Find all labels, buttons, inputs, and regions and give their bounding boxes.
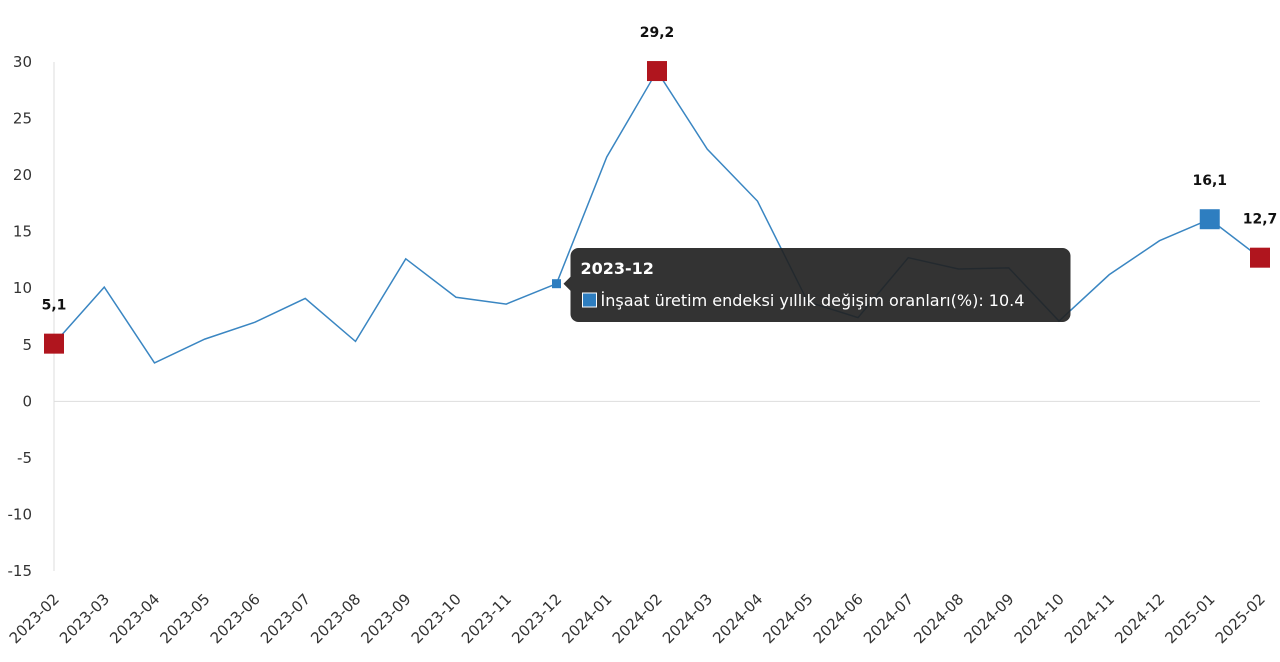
y-tick-label: 0	[22, 392, 32, 410]
x-tick-label: 2024-03	[659, 590, 716, 647]
x-tick-label: 2024-10	[1011, 590, 1068, 647]
y-tick-label: 20	[13, 166, 32, 184]
marker	[552, 279, 561, 289]
y-tick-label: -10	[8, 505, 33, 523]
x-tick-label: 2025-01	[1162, 590, 1219, 647]
tooltip: 2023-12 İnşaat üretim endeksi yıllık deği…	[563, 248, 1071, 322]
x-tick-label: 2025-02	[1212, 590, 1269, 647]
tooltip-label: İnşaat üretim endeksi yıllık değişim ora…	[601, 291, 1025, 310]
marker	[647, 61, 667, 82]
x-tick-label: 2024-11	[1061, 590, 1118, 647]
x-tick-label: 2024-02	[609, 590, 666, 647]
x-tick-label: 2023-07	[257, 590, 314, 647]
x-tick-label: 2023-10	[408, 590, 465, 647]
y-tick-label: 30	[13, 53, 32, 71]
y-tick-label: 15	[13, 223, 32, 241]
y-tick-label: 10	[13, 279, 32, 297]
x-tick-label: 2024-07	[860, 590, 917, 647]
tooltip-arrow	[563, 276, 571, 291]
marker	[44, 333, 64, 354]
x-tick-label: 2023-06	[207, 590, 264, 647]
x-tick-label: 2023-09	[358, 590, 415, 647]
tooltip-box	[570, 248, 1071, 322]
data-label: 12,7	[1243, 212, 1278, 228]
x-tick-label: 2023-05	[157, 590, 214, 647]
tooltip-title: 2023-12	[581, 259, 654, 278]
x-tick-label: 2023-08	[307, 590, 364, 647]
x-tick-label: 2023-11	[458, 590, 515, 647]
y-tick-label: -15	[8, 562, 33, 580]
marker	[1250, 247, 1270, 268]
marker	[1199, 209, 1220, 230]
data-label: 5,1	[42, 298, 67, 314]
x-tick-label: 2024-01	[559, 590, 616, 647]
tooltip-swatch	[582, 292, 597, 308]
y-tick-label: 25	[13, 110, 32, 128]
data-label: 16,1	[1192, 173, 1227, 189]
x-tick-label: 2024-04	[709, 590, 766, 647]
y-tick-label: -5	[17, 449, 32, 467]
x-tick-label: 2024-05	[760, 590, 817, 647]
x-tick-label: 2024-12	[1111, 590, 1168, 647]
x-tick-label: 2024-06	[810, 590, 867, 647]
x-tick-label: 2024-08	[910, 590, 967, 647]
x-tick-label: 2024-09	[961, 590, 1018, 647]
y-tick-label: 5	[22, 336, 32, 354]
x-tick-label: 2023-03	[56, 590, 113, 647]
x-tick-label: 2023-04	[106, 590, 163, 647]
x-tick-label: 2023-02	[6, 590, 63, 647]
data-label: 29,2	[640, 25, 675, 41]
x-tick-label: 2023-12	[508, 590, 565, 647]
